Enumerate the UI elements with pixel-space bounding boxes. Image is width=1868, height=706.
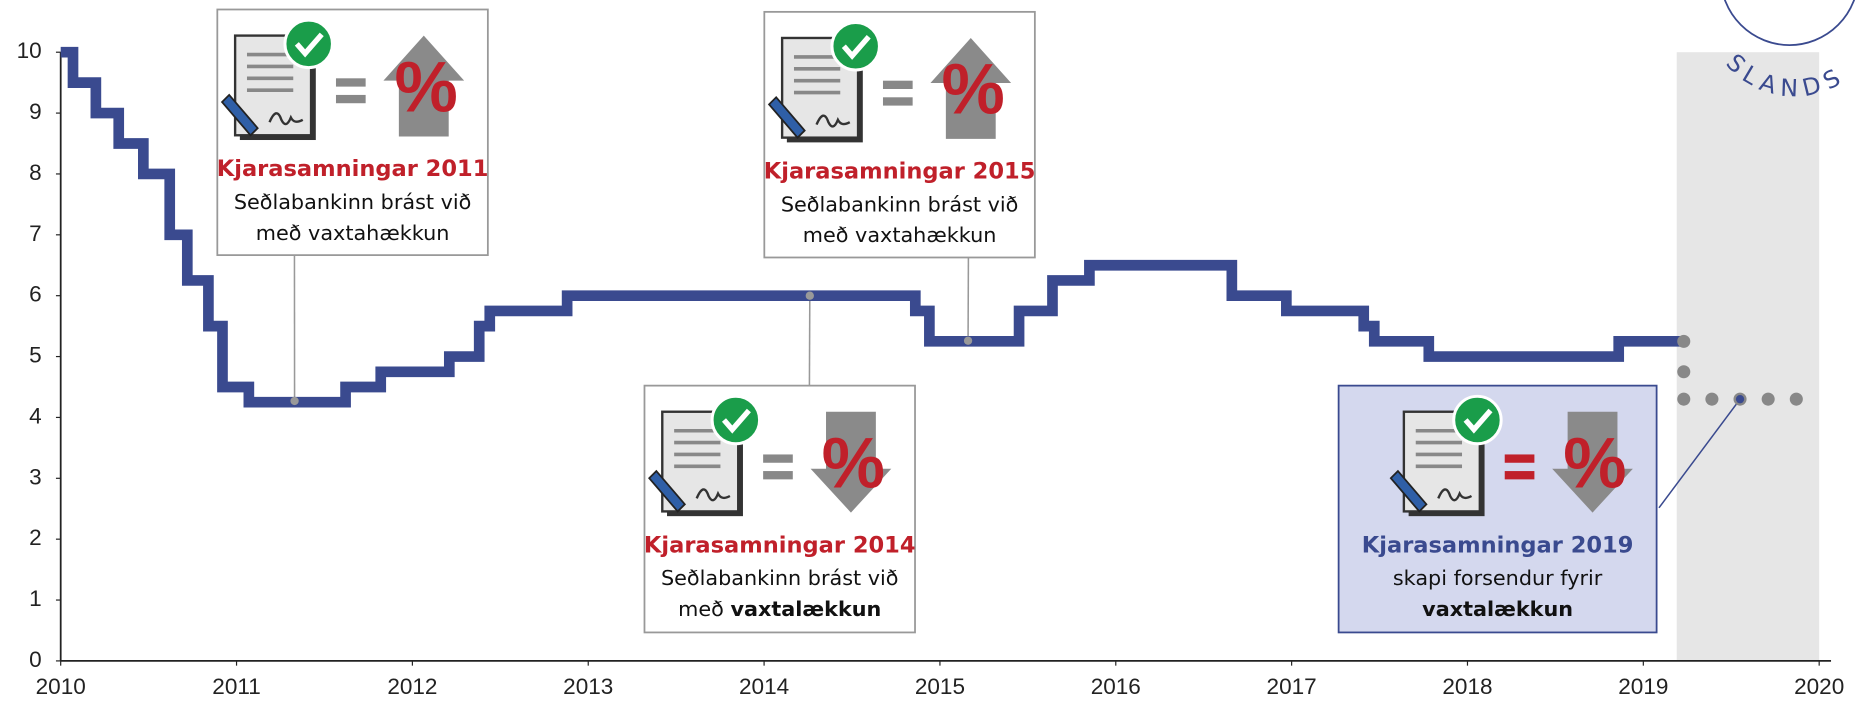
arrow: [383, 35, 465, 137]
x-tick-label: 2013: [563, 674, 613, 699]
annotation-title: Kjarasamningar 2015: [764, 159, 1036, 185]
arrow: [930, 37, 1012, 139]
y-tick-label: 8: [29, 160, 42, 185]
percent-symbol: %: [942, 51, 1005, 130]
check: [294, 32, 324, 58]
forecast-shade: [1676, 52, 1820, 661]
pen: [220, 93, 259, 137]
annotation-line: með vaxtahækkun: [803, 223, 997, 247]
text-run: Seðlabankinn brást við: [781, 192, 1019, 216]
doc-sign: [815, 114, 851, 128]
arrow: [1552, 411, 1633, 513]
forecast-dot: [1677, 365, 1691, 379]
y-tick-label: 9: [29, 99, 42, 124]
forecast-dot: [1789, 392, 1803, 406]
y-tick-label: 0: [29, 647, 42, 672]
annotation-line: með vaxtahækkun: [256, 221, 450, 245]
pen: [648, 469, 687, 513]
check: [1463, 408, 1493, 434]
percent-symbol: %: [822, 425, 885, 504]
text-run: með vaxtahækkun: [803, 223, 997, 247]
equals-bar: [763, 471, 793, 480]
annotation-line: vaxtalækkun: [1422, 597, 1573, 621]
rate-line: [60, 46, 1684, 408]
annotation-point: [1735, 395, 1745, 404]
y-tick-label: 2: [29, 525, 42, 550]
x-tick-label: 2017: [1267, 674, 1317, 699]
text-run-bold: vaxtalækkun: [1422, 597, 1573, 621]
annotation-icon: %: [220, 18, 465, 141]
forecast-dot: [1705, 392, 1719, 406]
text-run-bold: vaxtalækkun: [730, 597, 881, 621]
check: [721, 408, 751, 434]
y-tick-label: 10: [17, 38, 42, 63]
equals-bar: [1504, 471, 1535, 480]
x-tick-label: 2011: [212, 674, 260, 699]
annotation-line: Seðlabankinn brást við: [234, 190, 472, 214]
equals-bar: [882, 97, 913, 106]
percent-symbol: %: [394, 48, 457, 127]
annotation-title: Kjarasamningar 2014: [644, 532, 916, 558]
annotation-point: [805, 291, 814, 300]
pen: [1389, 469, 1428, 513]
annotation-line: skapi forsendur fyrir: [1393, 566, 1603, 590]
equals-bar: [1504, 454, 1535, 463]
forecast-dot: [1761, 392, 1775, 406]
text-run: með: [678, 597, 724, 621]
equals-bar: [763, 454, 793, 463]
x-tick-label: 2019: [1618, 674, 1668, 699]
y-tick-label: 6: [29, 282, 42, 307]
x-tick-label: 2018: [1442, 674, 1492, 699]
y-tick-label: 7: [29, 221, 42, 246]
annotation-icon: %: [1389, 394, 1633, 517]
x-tick-label: 2016: [1091, 674, 1141, 699]
x-tick-label: 2020: [1794, 674, 1844, 699]
y-tick-label: 1: [29, 586, 42, 611]
annotation-icon: %: [648, 394, 892, 517]
y-tick-label: 5: [29, 343, 42, 368]
y-tick-label: 4: [29, 403, 42, 428]
y-tick-label: 3: [29, 464, 42, 489]
arrow: [810, 411, 892, 513]
equals-bar: [335, 94, 366, 104]
check-circle: [1452, 394, 1503, 446]
annotation-title: Kjarasamningar 2019: [1362, 532, 1634, 558]
equals-bar: [335, 78, 366, 87]
percent-symbol: %: [1563, 425, 1626, 504]
x-tick-label: 2015: [915, 674, 965, 699]
x-tick-label: 2010: [36, 674, 86, 699]
doc-sign: [1437, 488, 1473, 502]
check: [841, 35, 871, 60]
annotation-line: Seðlabankinn brást við: [661, 566, 899, 590]
pen: [767, 95, 806, 139]
text-run: Seðlabankinn brást við: [661, 566, 899, 590]
text-run: með vaxtahækkun: [256, 221, 450, 245]
check-circle: [710, 394, 762, 446]
x-tick-label: 2012: [387, 674, 437, 699]
doc-sign: [695, 488, 731, 502]
equals-bar: [882, 80, 913, 89]
text-run: Seðlabankinn brást við: [234, 190, 472, 214]
logo-ring: [1723, 0, 1856, 46]
annotation-title: Kjarasamningar 2011: [217, 156, 489, 182]
check-circle: [283, 18, 334, 70]
annotation-line: Seðlabankinn brást við: [781, 192, 1019, 216]
annotation-leader: [1658, 398, 1741, 509]
forecast-dot: [1677, 392, 1691, 406]
annotation-line: með vaxtalækkun: [678, 597, 881, 621]
forecast-dot: [1677, 334, 1691, 348]
x-tick-label: 2014: [739, 674, 789, 699]
text-run: skapi forsendur fyrir: [1393, 566, 1603, 590]
doc-sign: [268, 112, 304, 126]
annotation-point: [290, 396, 299, 406]
annotation-icon: %: [767, 21, 1012, 143]
annotation-point: [963, 336, 973, 345]
check-circle: [830, 21, 881, 72]
